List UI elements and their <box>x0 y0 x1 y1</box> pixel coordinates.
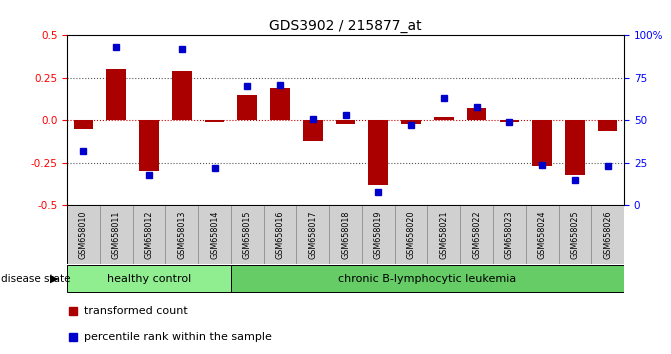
Text: transformed count: transformed count <box>84 306 188 316</box>
Bar <box>368 120 388 185</box>
Text: GSM658025: GSM658025 <box>570 210 579 259</box>
Text: chronic B-lymphocytic leukemia: chronic B-lymphocytic leukemia <box>338 274 517 284</box>
Bar <box>460 205 493 264</box>
Bar <box>172 71 192 120</box>
Text: GSM658022: GSM658022 <box>472 210 481 259</box>
Bar <box>434 117 454 120</box>
Bar <box>598 120 617 131</box>
Text: ▶: ▶ <box>50 274 59 284</box>
Text: GSM658026: GSM658026 <box>603 210 612 259</box>
Bar <box>205 120 224 122</box>
Bar <box>198 205 231 264</box>
Text: GSM658024: GSM658024 <box>537 210 547 259</box>
Bar <box>532 120 552 166</box>
Bar <box>107 69 126 120</box>
Text: GSM658018: GSM658018 <box>341 210 350 259</box>
Bar <box>493 205 526 264</box>
Bar <box>231 265 624 292</box>
Bar <box>427 205 460 264</box>
Bar <box>401 120 421 124</box>
Bar <box>526 205 558 264</box>
Text: GSM658014: GSM658014 <box>210 210 219 259</box>
Text: healthy control: healthy control <box>107 274 191 284</box>
Text: GSM658020: GSM658020 <box>407 210 415 259</box>
Text: GSM658021: GSM658021 <box>440 210 448 259</box>
Bar <box>362 205 395 264</box>
Bar <box>165 205 198 264</box>
Text: GSM658011: GSM658011 <box>112 210 121 259</box>
Bar <box>100 205 133 264</box>
Text: GSM658017: GSM658017 <box>308 210 317 259</box>
Bar <box>133 205 165 264</box>
Text: GSM658015: GSM658015 <box>243 210 252 259</box>
Title: GDS3902 / 215877_at: GDS3902 / 215877_at <box>269 19 422 33</box>
Bar <box>467 108 486 120</box>
Bar <box>264 205 297 264</box>
Bar <box>329 205 362 264</box>
Bar <box>565 120 584 175</box>
Text: GSM658013: GSM658013 <box>177 210 187 259</box>
Bar <box>74 120 93 129</box>
Text: disease state: disease state <box>1 274 71 284</box>
Bar <box>395 205 427 264</box>
Bar <box>303 120 323 141</box>
Bar <box>297 205 329 264</box>
Bar <box>499 120 519 122</box>
Bar <box>67 205 100 264</box>
Bar <box>591 205 624 264</box>
Text: GSM658016: GSM658016 <box>276 210 285 259</box>
Bar <box>558 205 591 264</box>
Bar <box>139 120 159 171</box>
Bar <box>270 88 290 120</box>
Bar <box>238 95 257 120</box>
Text: GSM658012: GSM658012 <box>144 210 154 259</box>
Text: GSM658019: GSM658019 <box>374 210 383 259</box>
Text: GSM658023: GSM658023 <box>505 210 514 259</box>
Text: percentile rank within the sample: percentile rank within the sample <box>84 332 272 342</box>
Bar <box>231 205 264 264</box>
Bar <box>336 120 356 124</box>
Bar <box>67 265 231 292</box>
Text: GSM658010: GSM658010 <box>79 210 88 259</box>
